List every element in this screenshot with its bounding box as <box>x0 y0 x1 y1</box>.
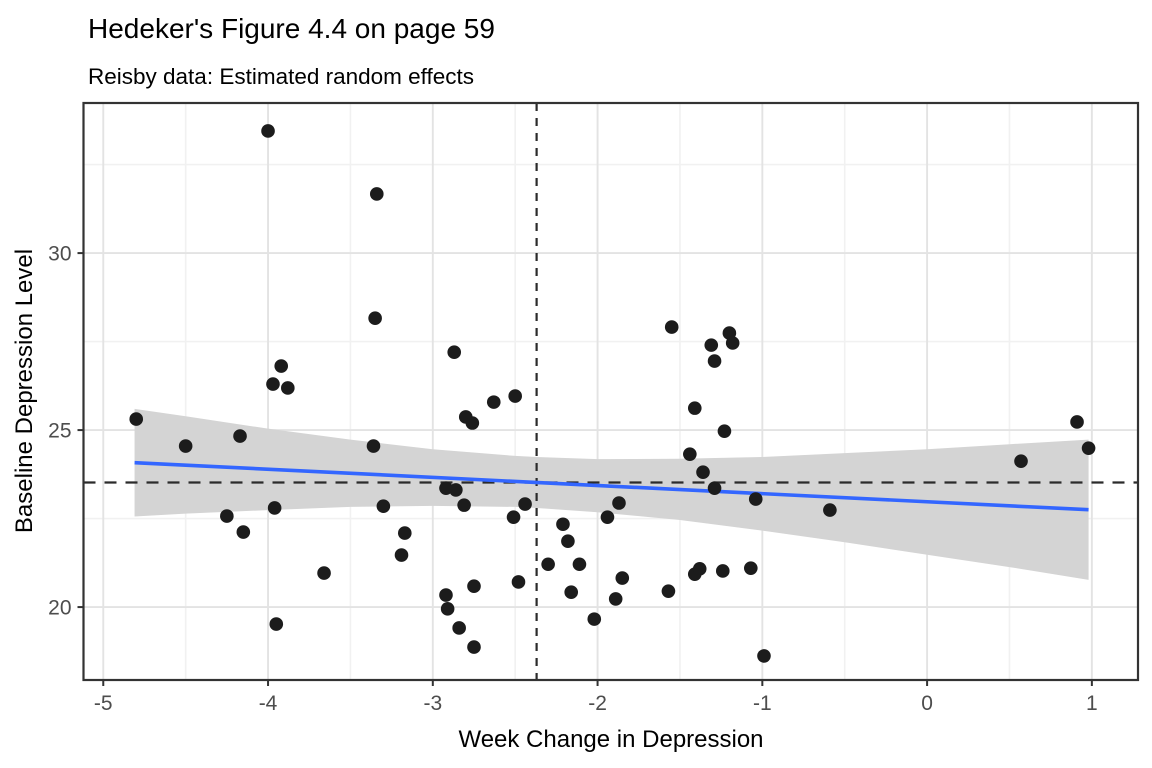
data-point <box>572 557 587 572</box>
x-axis-title: Week Change in Depression <box>458 726 763 753</box>
data-point <box>561 534 575 549</box>
y-axis-title: Baseline Depression Level <box>11 249 38 533</box>
data-point <box>587 612 602 626</box>
data-point <box>369 187 384 201</box>
chart-subtitle: Reisby data: Estimated random effects <box>88 64 474 89</box>
data-point <box>696 465 710 480</box>
data-point <box>465 416 480 430</box>
data-point <box>692 562 707 576</box>
data-point <box>717 424 732 438</box>
data-point <box>687 401 702 415</box>
data-point <box>452 621 466 635</box>
x-tick-label: -4 <box>259 692 278 715</box>
data-point <box>683 447 697 461</box>
data-point <box>220 509 234 523</box>
data-point <box>518 497 532 511</box>
data-point <box>266 377 280 391</box>
data-point <box>725 336 740 350</box>
data-point <box>823 503 837 517</box>
data-point <box>661 584 676 598</box>
regression-line <box>134 460 1089 512</box>
data-point <box>608 592 623 606</box>
x-tick-label: -3 <box>423 692 442 715</box>
data-point <box>506 510 521 524</box>
data-point <box>748 492 763 506</box>
data-point <box>274 359 289 373</box>
x-tick-label: 1 <box>1086 692 1098 715</box>
data-point <box>129 412 144 426</box>
axes: -5 -4 -3 -2 -1 0 1 20 25 30 <box>48 243 1098 715</box>
data-point <box>467 640 481 654</box>
plot-panel <box>82 101 1140 682</box>
panel-background <box>83 103 1138 680</box>
data-point <box>281 381 295 395</box>
x-tick-label: 0 <box>921 692 933 715</box>
panel-border <box>82 101 1140 682</box>
data-point <box>394 548 409 562</box>
data-point <box>368 311 382 326</box>
data-point <box>508 389 522 403</box>
data-point <box>1081 441 1096 455</box>
data-point <box>707 354 722 368</box>
data-point <box>612 496 626 510</box>
data-point <box>486 395 501 409</box>
chart-title: Hedeker's Figure 4.4 on page 59 <box>88 13 495 44</box>
data-point <box>707 481 722 495</box>
data-point <box>178 439 193 453</box>
data-point <box>233 429 247 443</box>
data-point <box>564 585 579 600</box>
data-point <box>511 575 526 589</box>
data-point <box>447 345 462 360</box>
data-point <box>1014 454 1028 469</box>
data-point <box>439 588 453 602</box>
x-tick-label: -2 <box>588 692 607 715</box>
data-point <box>600 510 615 524</box>
data-point <box>440 602 455 616</box>
data-point <box>556 517 570 532</box>
data-point <box>236 525 251 539</box>
y-tick-label: 25 <box>48 420 71 443</box>
data-point <box>376 499 391 513</box>
data-point <box>715 564 730 578</box>
data-point <box>269 617 284 631</box>
data-point <box>397 526 412 540</box>
y-tick-label: 20 <box>48 597 71 620</box>
data-point <box>449 483 463 497</box>
data-point <box>457 498 471 512</box>
data-point <box>615 571 630 585</box>
data-point <box>744 561 758 575</box>
data-point <box>757 649 771 663</box>
y-tick-label: 30 <box>48 243 71 266</box>
data-point <box>267 501 282 515</box>
data-point <box>261 124 275 138</box>
x-tick-label: -5 <box>94 692 113 715</box>
x-tick-label: -1 <box>753 692 772 715</box>
data-point <box>317 566 331 580</box>
data-point <box>366 439 381 453</box>
data-point <box>467 579 481 593</box>
data-point <box>704 338 719 352</box>
data-point <box>1070 415 1084 429</box>
data-point <box>541 557 555 572</box>
data-point <box>664 320 679 334</box>
